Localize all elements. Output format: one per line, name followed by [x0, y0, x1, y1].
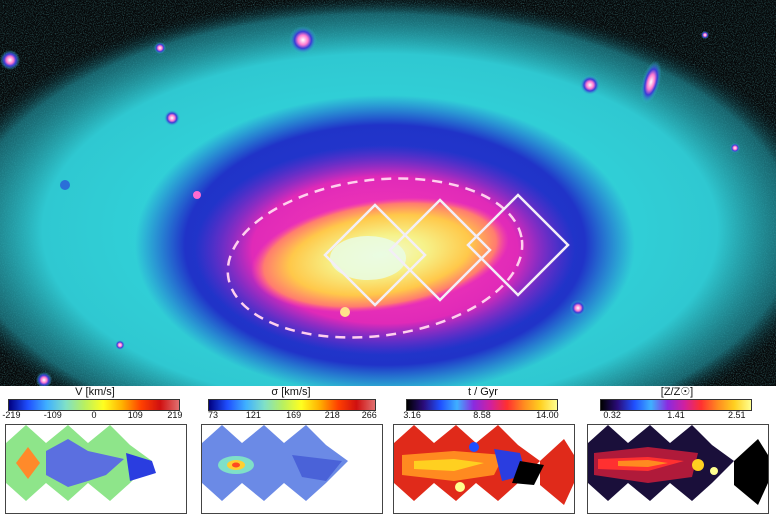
velocity-colorbar	[8, 399, 180, 411]
metallicity-colorbar-ticks: 0.32 1.41 2.51	[600, 410, 752, 422]
age-map	[393, 424, 575, 514]
map-panels: V [km/s] -219 -109 0 109 219 σ [km/s] 73…	[0, 386, 776, 515]
tick-label: 266	[361, 410, 377, 420]
tick-label: 169	[286, 410, 302, 420]
age-colorbar-title: t / Gyr	[468, 386, 498, 398]
tick-label: 1.41	[667, 410, 685, 420]
tick-label: 218	[324, 410, 340, 420]
age-panel: t / Gyr 3.16 8.58 14.00	[388, 386, 578, 515]
tick-label: 219	[167, 410, 183, 420]
metallicity-colorbar-title: [Z/Z☉]	[660, 386, 694, 398]
tick-label: 3.16	[403, 410, 421, 420]
galaxy-image	[0, 0, 776, 386]
age-colorbar	[406, 399, 558, 411]
dispersion-colorbar-ticks: 73 121 169 218 266	[208, 410, 377, 422]
tick-label: 109	[127, 410, 143, 420]
metallicity-colorbar	[600, 399, 752, 411]
tick-label: 8.58	[473, 410, 491, 420]
tick-label: -219	[2, 410, 21, 420]
velocity-colorbar-title: V [km/s]	[75, 386, 115, 398]
tick-label: 2.51	[728, 410, 746, 420]
velocity-panel: V [km/s] -219 -109 0 109 219	[0, 386, 190, 515]
dispersion-colorbar	[208, 399, 376, 411]
dispersion-map	[201, 424, 383, 514]
tick-label: 121	[245, 410, 261, 420]
metallicity-map	[587, 424, 769, 514]
tick-label: 0	[91, 410, 97, 420]
tick-label: 0.32	[603, 410, 621, 420]
age-colorbar-ticks: 3.16 8.58 14.00	[403, 410, 559, 422]
metallicity-panel: [Z/Z☉] 0.32 1.41 2.51	[582, 386, 772, 515]
velocity-map	[5, 424, 187, 514]
dispersion-panel: σ [km/s] 73 121 169 218 266	[196, 386, 386, 515]
velocity-colorbar-ticks: -219 -109 0 109 219	[2, 410, 183, 422]
tick-label: 73	[208, 410, 219, 420]
tick-label: -109	[43, 410, 62, 420]
tick-label: 14.00	[536, 410, 559, 420]
dispersion-colorbar-title: σ [km/s]	[271, 386, 311, 398]
